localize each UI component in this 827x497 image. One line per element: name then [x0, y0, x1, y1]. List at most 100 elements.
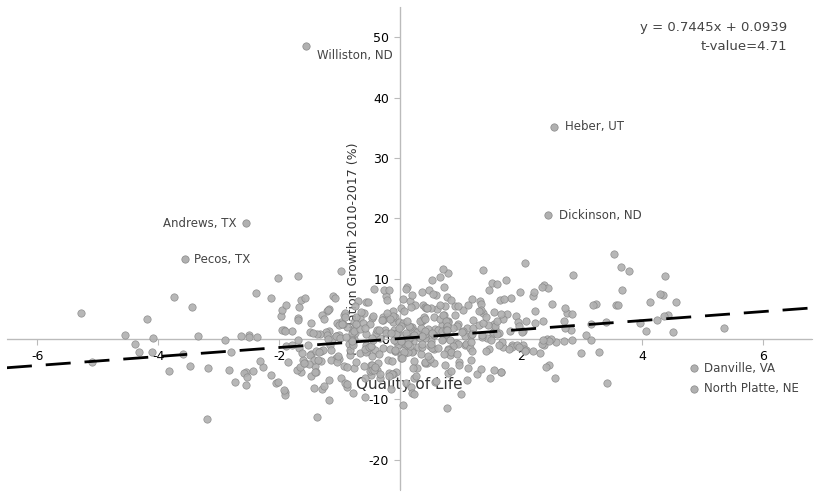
Point [405, 389, 418, 397]
Point [473, 297, 486, 305]
Point [407, 327, 420, 335]
Point [511, 318, 524, 326]
Point [407, 357, 420, 365]
Point [437, 350, 450, 358]
Point [500, 276, 513, 284]
Point [430, 344, 443, 352]
Point [494, 368, 507, 376]
Point [347, 335, 361, 343]
Point [277, 327, 290, 334]
Point [402, 322, 415, 330]
Point [592, 347, 605, 355]
Point [480, 334, 493, 342]
Point [509, 313, 522, 321]
Point [544, 300, 557, 308]
Point [441, 345, 454, 353]
Point [387, 326, 400, 333]
Point [242, 331, 256, 339]
Point [450, 322, 463, 330]
Point [446, 324, 459, 332]
Point [578, 331, 591, 339]
Point [515, 341, 528, 349]
Point [353, 325, 366, 333]
Point [281, 358, 294, 366]
Point [440, 322, 453, 330]
Point [600, 379, 613, 387]
Point [557, 337, 570, 345]
Point [444, 367, 457, 375]
Point [345, 336, 358, 344]
Point [464, 356, 477, 364]
Point [349, 357, 362, 365]
Point [504, 340, 518, 348]
Point [394, 354, 408, 362]
Point [518, 259, 531, 267]
Point [256, 363, 269, 371]
Point [481, 322, 495, 330]
Point [299, 42, 313, 50]
Point [250, 289, 263, 297]
Point [341, 363, 354, 371]
Point [457, 341, 471, 349]
Point [403, 334, 416, 342]
Point [423, 355, 436, 363]
Point [340, 323, 353, 331]
Point [565, 310, 578, 318]
Point [301, 341, 314, 349]
Point [279, 328, 292, 335]
Point [404, 303, 418, 311]
Point [337, 362, 351, 370]
Point [404, 342, 417, 350]
Point [401, 348, 414, 356]
Point [427, 313, 440, 321]
Point [425, 276, 438, 284]
Point [444, 296, 457, 304]
Text: Dickinson, ND: Dickinson, ND [558, 209, 641, 222]
Point [460, 324, 473, 332]
Point [426, 290, 439, 298]
Point [466, 316, 479, 324]
Point [358, 324, 371, 331]
Point [376, 286, 390, 294]
Point [364, 361, 377, 369]
Point [146, 333, 160, 341]
Point [315, 385, 328, 393]
Point [253, 357, 266, 365]
Point [440, 405, 453, 413]
Point [407, 390, 420, 398]
Point [332, 355, 345, 363]
Point [418, 303, 432, 311]
Point [141, 315, 154, 323]
Point [333, 334, 347, 342]
Point [386, 318, 399, 326]
Point [316, 346, 329, 354]
Point [383, 345, 396, 353]
Point [162, 367, 175, 375]
Point [433, 302, 447, 310]
Point [388, 346, 401, 354]
Point [418, 304, 432, 312]
Point [387, 330, 400, 338]
Point [403, 323, 416, 331]
Point [483, 374, 496, 382]
Point [540, 335, 553, 343]
Point [650, 317, 663, 325]
Point [368, 363, 381, 371]
Point [347, 302, 361, 310]
Point [440, 293, 453, 301]
Point [367, 346, 380, 354]
Point [423, 304, 437, 312]
Point [400, 317, 414, 325]
Point [392, 318, 405, 326]
Point [265, 294, 278, 302]
Point [474, 301, 487, 309]
Point [471, 370, 484, 378]
Point [349, 313, 362, 321]
Point [475, 331, 488, 339]
Point [319, 328, 332, 336]
Point [415, 317, 428, 325]
Point [334, 374, 347, 382]
Point [533, 349, 546, 357]
Point [462, 344, 476, 352]
Point [277, 386, 290, 394]
